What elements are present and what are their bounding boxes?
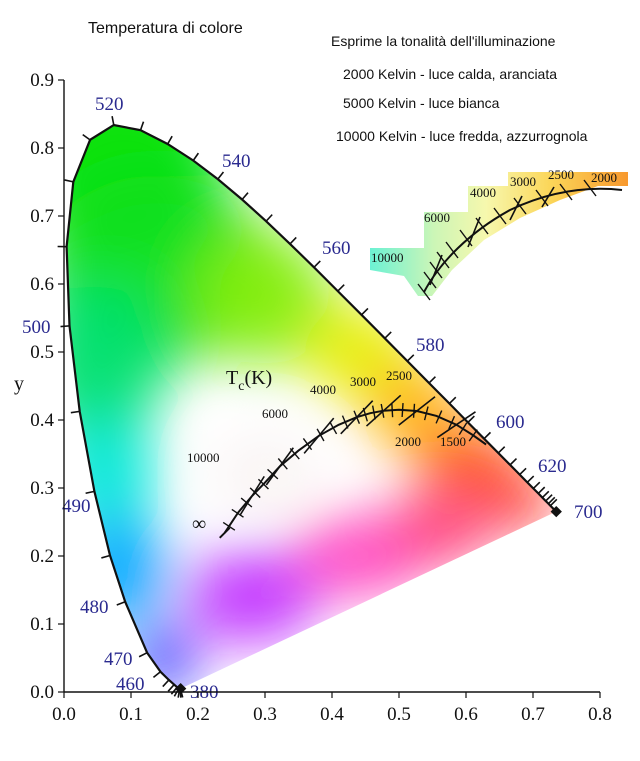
x-tick-label: 0.0 <box>52 704 76 725</box>
locus-tick <box>290 237 296 243</box>
y-tick-label: 0.2 <box>30 546 54 567</box>
locus-tick <box>163 680 169 687</box>
locus-tick <box>533 482 539 488</box>
locus-tick <box>83 135 90 140</box>
temperature-label-6000: 6000 <box>262 406 288 421</box>
locus-tick <box>520 468 526 474</box>
temperature-label-1500: 1500 <box>440 434 466 449</box>
wavelength-label-520: 520 <box>95 94 124 115</box>
locus-tick <box>338 285 344 291</box>
temperature-label-3000: 3000 <box>350 374 376 389</box>
locus-tick <box>498 447 504 453</box>
y-tick-label: 0.0 <box>30 682 54 703</box>
y-axis-label: y <box>14 373 24 395</box>
locus-tick <box>510 459 516 465</box>
locus-tick <box>65 180 74 182</box>
y-tick-label: 0.7 <box>30 206 54 227</box>
planckian-tick <box>414 404 415 418</box>
x-tick-label: 0.6 <box>454 704 478 725</box>
planckian-tick <box>402 403 403 417</box>
locus-tick <box>139 653 147 657</box>
x-tick-label: 0.8 <box>588 704 612 725</box>
wavelength-label-600: 600 <box>496 412 525 433</box>
locus-tick <box>112 116 114 125</box>
locus-tick <box>168 685 174 692</box>
y-tick-label: 0.4 <box>30 410 54 431</box>
locus-tick <box>101 556 110 558</box>
wavelength-label-580: 580 <box>416 335 445 356</box>
annotation-warm: 2000 Kelvin - luce calda, aranciata <box>343 66 557 82</box>
locus-tick <box>266 215 272 222</box>
annotation-header: Esprime la tonalità dell'illuminazione <box>331 33 556 49</box>
y-tick-label: 0.3 <box>30 478 54 499</box>
wavelength-label-620: 620 <box>538 456 567 477</box>
x-tick-label: 0.7 <box>521 704 545 725</box>
inset-label-10000: 10000 <box>371 250 404 265</box>
y-tick-label: 0.1 <box>30 614 54 635</box>
locus-tick <box>527 476 533 482</box>
infinity-label: ∞ <box>192 513 206 535</box>
y-tick-label: 0.8 <box>30 138 54 159</box>
locus-tick <box>117 602 125 605</box>
wavelength-label-560: 560 <box>322 238 351 259</box>
locus-tick <box>193 153 198 160</box>
wavelength-label-540: 540 <box>222 151 251 172</box>
x-tick-label: 0.3 <box>253 704 277 725</box>
temperature-label-2000: 2000 <box>395 434 421 449</box>
locus-tick <box>168 136 172 144</box>
temperature-label-2500: 2500 <box>386 368 412 383</box>
wavelength-label-470: 470 <box>104 649 133 670</box>
locus-tick <box>141 122 144 130</box>
chart-title: Temperatura di colore <box>88 20 243 37</box>
planckian-tick <box>392 403 393 417</box>
locus-tick <box>153 672 160 678</box>
temperature-label-4000: 4000 <box>310 382 336 397</box>
locus-tick <box>71 411 80 412</box>
x-tick-label: 0.4 <box>320 704 344 725</box>
wavelength-label-700: 700 <box>574 502 603 523</box>
y-tick-label: 0.5 <box>30 342 54 363</box>
locus-tick <box>314 261 320 267</box>
locus-tick <box>484 432 490 438</box>
locus-tick <box>429 377 435 383</box>
x-tick-label: 0.1 <box>119 704 143 725</box>
y-tick-label: 0.6 <box>30 274 54 295</box>
inset-label-2500: 2500 <box>548 167 574 182</box>
wavelength-label-490: 490 <box>62 496 91 517</box>
inset-label-2000: 2000 <box>591 170 617 185</box>
temperature-inset: 10000 6000 4000 3000 2500 2000 <box>370 167 628 300</box>
annotation-cold: 10000 Kelvin - luce fredda, azzurrognola <box>336 128 588 144</box>
locus-tick <box>449 397 455 403</box>
locus-tick <box>407 355 413 361</box>
inset-color-band <box>370 172 628 296</box>
x-tick-label: 0.2 <box>186 704 210 725</box>
locus-tick <box>385 332 391 338</box>
locus-tick <box>61 326 70 327</box>
locus-tick <box>242 193 248 200</box>
locus-tick <box>86 491 95 493</box>
inset-label-4000: 4000 <box>470 185 496 200</box>
x-tick-label: 0.5 <box>387 704 411 725</box>
wavelength-label-480: 480 <box>80 597 109 618</box>
locus-tick <box>362 308 368 314</box>
temperature-label-10000: 10000 <box>187 450 220 465</box>
locus-tick <box>218 172 224 179</box>
locus-tick <box>542 491 548 497</box>
wavelength-label-500: 500 <box>22 317 51 338</box>
inset-label-6000: 6000 <box>424 210 450 225</box>
locus-tick <box>538 487 544 493</box>
inset-label-3000: 3000 <box>510 174 536 189</box>
y-tick-label: 0.9 <box>30 70 54 91</box>
annotation-white: 5000 Kelvin - luce bianca <box>343 95 500 111</box>
